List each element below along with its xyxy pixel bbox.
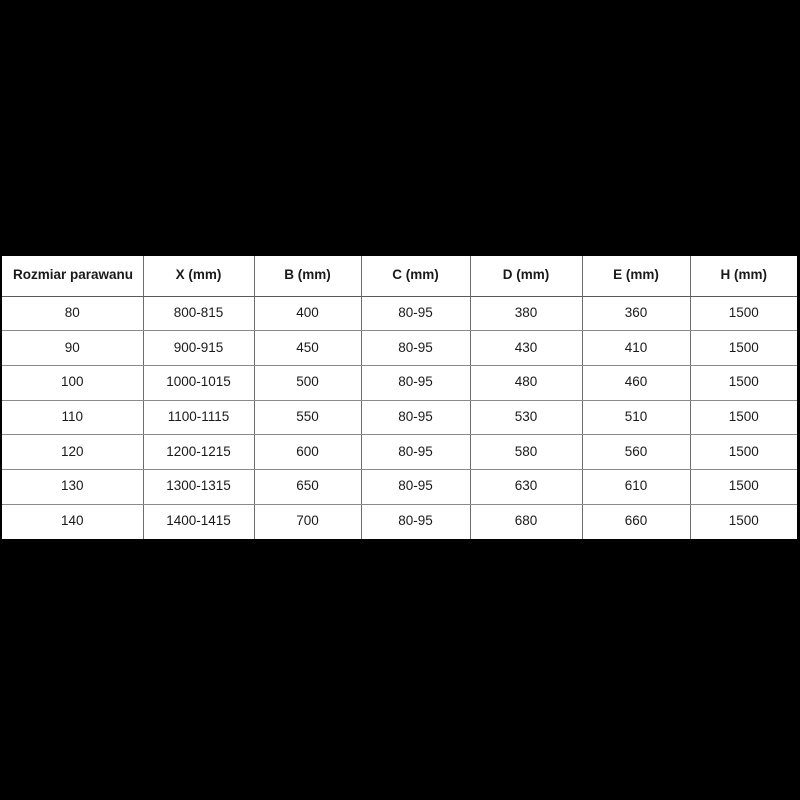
- cell-c: 80-95: [361, 296, 471, 332]
- cell-e: 360: [582, 296, 691, 332]
- table-body: 80 800-815 400 80-95 380 360 1500 90 900…: [2, 296, 797, 539]
- cell-h: 1500: [690, 330, 797, 366]
- cell-size: 120: [2, 434, 144, 471]
- table-row: 120 1200-1215 600 80-95 580 560 1500: [2, 434, 797, 471]
- cell-b: 700: [254, 504, 362, 539]
- cell-c: 80-95: [361, 504, 471, 539]
- cell-b: 550: [254, 400, 362, 436]
- cell-x: 1000-1015: [143, 365, 255, 401]
- cell-b: 400: [254, 296, 362, 332]
- cell-x: 1300-1315: [143, 469, 255, 505]
- cell-h: 1500: [690, 365, 797, 401]
- cell-x: 900-915: [143, 330, 255, 366]
- cell-d: 680: [470, 504, 583, 539]
- cell-d: 380: [470, 296, 583, 332]
- cell-e: 660: [582, 504, 691, 539]
- cell-e: 510: [582, 400, 691, 436]
- cell-h: 1500: [690, 469, 797, 505]
- cell-e: 460: [582, 365, 691, 401]
- dimensions-specification-table: Rozmiar parawanu X (mm) B (mm) C (mm) D …: [2, 256, 797, 539]
- column-header-b: B (mm): [254, 256, 362, 297]
- table-row: 90 900-915 450 80-95 430 410 1500: [2, 330, 797, 366]
- cell-h: 1500: [690, 400, 797, 436]
- table-row: 110 1100-1115 550 80-95 530 510 1500: [2, 400, 797, 436]
- cell-size: 140: [2, 504, 144, 539]
- cell-c: 80-95: [361, 400, 471, 436]
- cell-size: 90: [2, 330, 144, 366]
- column-header-d: D (mm): [470, 256, 583, 297]
- cell-x: 1100-1115: [143, 400, 255, 436]
- cell-h: 1500: [690, 296, 797, 332]
- cell-d: 630: [470, 469, 583, 505]
- cell-h: 1500: [728, 513, 759, 529]
- table-row: 100 1000-1015 500 80-95 480 460 1500: [2, 365, 797, 401]
- cell-d: 480: [470, 365, 583, 401]
- cell-c: 80-95: [361, 434, 471, 471]
- cell-size: 100: [2, 365, 144, 401]
- cell-x: 1200-1215: [143, 434, 255, 471]
- table-row: 80 800-815 400 80-95 380 360 1500: [2, 296, 797, 332]
- cell-d: 530: [470, 400, 583, 436]
- cell-size: 110: [2, 400, 144, 436]
- cell-e: 560: [582, 434, 691, 471]
- cell-c: 80-95: [361, 330, 471, 366]
- column-header-rozmiar-parawanu: Rozmiar parawanu: [2, 256, 144, 297]
- column-header-c: C (mm): [361, 256, 471, 297]
- cell-x: 1400-1415: [143, 504, 255, 539]
- cell-size: 130: [2, 469, 144, 505]
- column-header-x: X (mm): [143, 256, 255, 297]
- column-header-h: H (mm): [690, 256, 797, 297]
- table-header-row: Rozmiar parawanu X (mm) B (mm) C (mm) D …: [2, 256, 797, 297]
- table-row: 140 1400-1415 700 80-95 680 660 1500: [2, 504, 797, 539]
- cell-b: 500: [254, 365, 362, 401]
- column-header-e: E (mm): [582, 256, 691, 297]
- cell-b: 450: [254, 330, 362, 366]
- cell-b: 650: [254, 469, 362, 505]
- cell-c: 80-95: [361, 469, 471, 505]
- cell-b: 600: [254, 434, 362, 471]
- cell-e: 610: [582, 469, 691, 505]
- cell-c: 80-95: [361, 365, 471, 401]
- cell-d: 580: [470, 434, 583, 471]
- cell-d: 430: [470, 330, 583, 366]
- cell-h: 1500: [690, 434, 797, 471]
- specification-table-container: Rozmiar parawanu X (mm) B (mm) C (mm) D …: [2, 256, 797, 539]
- table-header: Rozmiar parawanu X (mm) B (mm) C (mm) D …: [2, 256, 797, 297]
- table-row: 130 1300-1315 650 80-95 630 610 1500: [2, 469, 797, 505]
- cell-x: 800-815: [143, 296, 255, 332]
- cell-size: 80: [2, 296, 144, 332]
- cell-e: 410: [582, 330, 691, 366]
